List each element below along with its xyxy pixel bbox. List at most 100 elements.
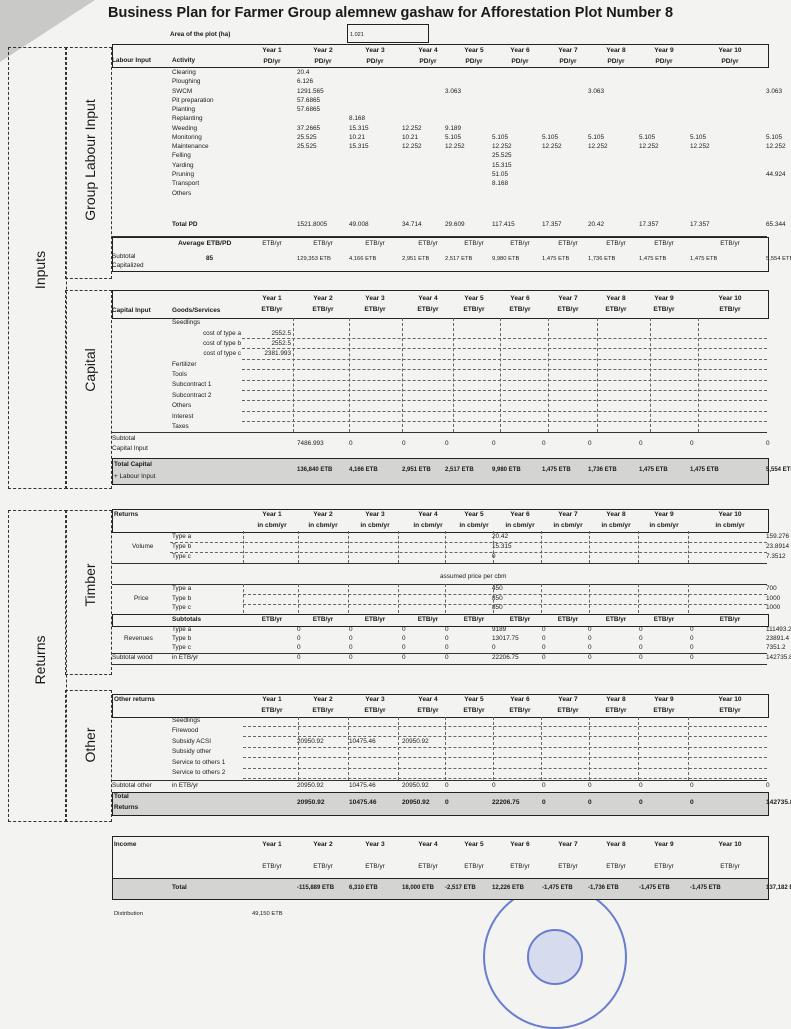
income-total-value: 137,182 ETB [766,885,791,891]
rule [170,552,767,553]
labour-header-year: Year 2 [313,47,333,54]
activity-row-label: Maintenance [172,143,209,151]
rule [112,432,767,433]
timber-header-unit: in cbm/yr [413,522,443,529]
total-capital-value: 2,517 ETB [445,467,474,473]
timber-etb-unit: ETB/yr [605,616,627,623]
capital-input-sub-label: Capital Input [112,445,148,452]
capital-header-year: Year 10 [718,295,742,302]
timber-etb-unit: ETB/yr [312,616,334,623]
income-total-value: -1,475 ETB [639,885,670,891]
total-returns-value: 142735.8 [766,799,791,806]
cell-divider [349,318,350,432]
subtotal-other-value: 0 [492,782,496,789]
total-capital-label: Total Capital [114,461,152,468]
labour-value: 3.063 [588,87,604,95]
average-etb-pd-label: Average ETB/PD [178,240,232,247]
other-header-year: Year 3 [365,696,385,703]
labour-value: 1291.565 [297,87,324,95]
rule [112,584,767,585]
income-total-label: Total [172,884,187,891]
timber-etb-unit: ETB/yr [463,616,485,623]
other-row-label: Subsidy ACSI [172,737,212,745]
timber-etb-unit: ETB/yr [261,616,283,623]
income-year: Year 5 [464,841,484,848]
table-frame [112,694,769,718]
labour-value: 12.252 [402,143,422,151]
cell-divider [638,584,639,613]
labour-value: 25.525 [297,143,317,151]
cell-divider [589,717,590,780]
activity-row-label: Ploughing [172,78,201,86]
rule [112,780,767,781]
revenue-value: 0 [402,644,406,651]
labour-subtotal-value: 1,475 ETB [639,256,667,262]
subtotal-wood-value: 0 [542,654,546,661]
activity-label: Activity [172,57,196,64]
volume-value: 23.8914 [766,543,790,550]
rule [243,757,767,759]
income-year: Year 9 [654,841,674,848]
labour-value: 25.525 [492,152,512,160]
labour-header-year: Year 7 [558,47,578,54]
timber-header-year: Year 10 [718,511,742,518]
rule [243,603,767,605]
capital-row-label: Others [172,402,192,410]
revenue-value: 0 [542,635,546,642]
capital-header-unit: ETB/yr [509,306,531,313]
table-frame [112,614,769,627]
cell-divider [688,584,689,613]
seedling-cost-label: cost of type a [202,329,241,337]
timber-header-unit: in cbm/yr [601,522,631,529]
revenue-value: 0 [349,635,353,642]
activity-row-label: Planting [172,106,196,114]
revenue-value: 0 [349,626,353,633]
income-year: Year 1 [262,841,282,848]
total-capital-value: 4,166 ETB [349,467,378,473]
cell-divider [698,318,699,432]
cell-divider [638,531,639,563]
rule [243,767,767,769]
income-unit: ETB/yr [606,863,626,870]
revenue-value: 9189 [492,626,507,633]
cell-divider [541,717,542,780]
other-returns-label: Other returns [114,696,155,703]
capital-subtotal-value: 0 [690,440,694,447]
rule [242,338,767,339]
other-header-unit: ETB/yr [364,707,386,714]
revenue-value: 0 [588,644,592,651]
labour-header-unit: PD/yr [263,58,281,65]
total-pd-value: 17.357 [690,221,710,228]
cell-divider [541,584,542,613]
timber-header-year: Year 2 [313,511,333,518]
other-header-year: Year 8 [606,696,626,703]
folded-page-corner [0,0,95,62]
labour-input-label: Labour Input [112,57,152,64]
revenue-type-label: Type a [172,626,192,633]
capital-header-year: Year 3 [365,295,385,302]
labour-etb-unit: ETB/yr [365,240,385,247]
subtotal-other-value: 0 [690,782,694,789]
total-returns-value: 20950.92 [402,799,430,806]
capital-row-label: Interest [172,412,194,420]
capital-header-unit: ETB/yr [605,306,627,313]
table-frame [112,237,769,272]
revenue-value: 0 [297,644,301,651]
timber-header-unit: in cbm/yr [505,522,535,529]
subtotal-wood-value: 22206.75 [492,654,519,661]
income-total-value: 18,000 ETB [402,885,435,891]
subtotal-other-value: 0 [445,782,449,789]
rule [242,421,767,423]
subtotal-wood-value: 0 [690,654,694,661]
capital-row-label: Tools [172,370,187,378]
labour-etb-unit: ETB/yr [558,240,578,247]
revenue-value: 0 [542,626,546,633]
cell-divider [638,717,639,780]
total-pd-value: 65.344 [766,221,786,228]
volume-value: 159.276 [766,533,790,540]
rule [243,778,767,779]
price-value: 1000 [766,594,781,602]
income-year: Year 4 [418,841,438,848]
total-returns-value: 0 [445,799,449,806]
timber-header-unit: in cbm/yr [308,522,338,529]
